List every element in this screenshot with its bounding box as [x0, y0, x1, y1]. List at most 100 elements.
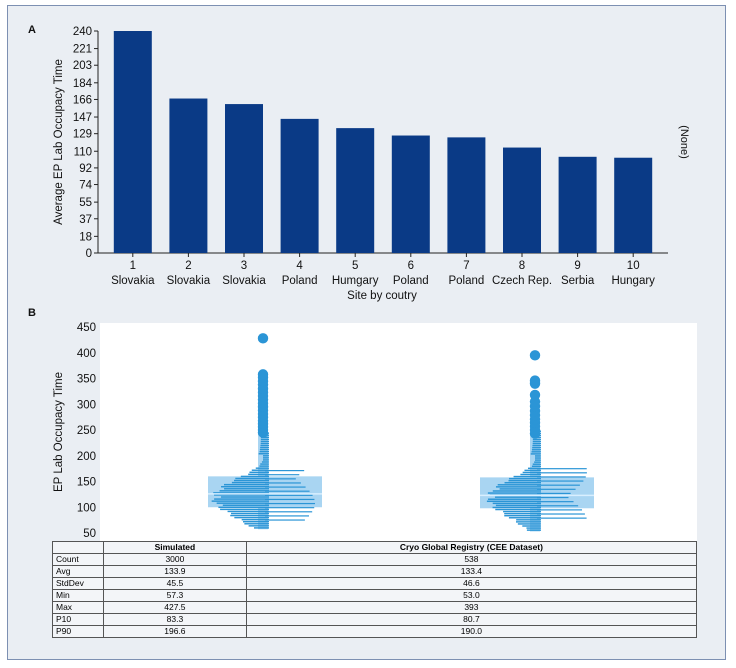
x-country-label-a: Slovakia	[222, 275, 266, 287]
histogram-bar	[235, 477, 269, 480]
stats-label: Max	[52, 601, 104, 614]
histogram-bar	[534, 461, 541, 463]
histogram-bar	[495, 508, 541, 511]
histogram-bar	[495, 486, 541, 488]
outlier-point	[257, 333, 269, 344]
histogram-bar	[260, 463, 269, 465]
outlier-point	[257, 369, 269, 380]
histogram-bar	[530, 453, 541, 455]
x-country-label-a: Serbia	[561, 275, 595, 287]
histogram-bar	[224, 488, 269, 490]
histogram-bar	[494, 496, 541, 498]
y-tick-label-a: 55	[79, 197, 92, 209]
histogram-bar	[532, 440, 541, 443]
histogram-line	[265, 502, 315, 505]
histogram-bar	[260, 444, 269, 447]
histogram-line	[537, 476, 586, 478]
histogram-line	[265, 482, 301, 484]
histogram-line	[265, 507, 315, 509]
histogram-bar	[508, 517, 541, 519]
stats-label: P10	[52, 613, 104, 626]
y-tick-label-b: 300	[77, 399, 96, 411]
histogram-bar	[260, 440, 269, 443]
y-tick-label-a: 110	[74, 146, 92, 158]
histogram-bar	[251, 469, 269, 471]
stats-header-blank	[52, 541, 104, 554]
x-axis-title-a: Site by coutry	[347, 290, 417, 302]
histogram-bar	[263, 455, 269, 457]
stats-value: 393	[245, 601, 698, 614]
histogram-bar	[527, 467, 541, 470]
histogram-bar	[508, 479, 541, 482]
y-axis-title-b: EP Lab Occupacy Time	[53, 372, 65, 492]
bar	[503, 147, 541, 253]
stats-value: 80.7	[245, 613, 698, 626]
y-tick-label-a: 74	[79, 180, 92, 192]
stats-label: Avg	[52, 565, 104, 578]
stats-row-max: Max 427.5 393	[52, 601, 698, 614]
x-country-label-a: Slovakia	[111, 275, 155, 287]
histogram-line	[265, 474, 300, 476]
histogram-line	[537, 480, 584, 482]
panel-a-letter: A	[28, 24, 36, 36]
histogram-line	[537, 488, 576, 490]
histogram-bar	[516, 519, 541, 521]
y-tick-label-a: 240	[73, 26, 92, 38]
histogram-bar	[531, 451, 541, 453]
y-tick-label-a: 203	[73, 60, 92, 72]
y-tick-label-a: 221	[73, 44, 92, 56]
x-tick-label-a: 10	[627, 260, 640, 272]
histogram-bar	[535, 457, 541, 459]
y-tick-label-a: 147	[73, 112, 92, 124]
histogram-bar	[532, 463, 541, 465]
outlier-point	[529, 389, 541, 401]
histogram-bar	[520, 473, 541, 476]
stats-label: StdDev	[52, 577, 104, 590]
histogram-bar	[260, 442, 269, 445]
stats-header-registry: Cryo Global Registry (CEE Dataset)	[245, 541, 698, 554]
bar	[169, 98, 208, 254]
bar	[336, 128, 375, 253]
bar	[614, 157, 653, 253]
histogram-bar	[242, 521, 269, 523]
histogram-bar	[504, 514, 541, 517]
x-country-label-a: Humgary	[332, 275, 379, 287]
stats-value: 53.0	[245, 589, 698, 602]
histogram-bar	[526, 529, 541, 531]
stats-row-count: Count 3000 538	[52, 553, 698, 566]
histogram-line	[265, 494, 313, 496]
histogram-line	[265, 486, 306, 488]
bar	[447, 137, 486, 253]
stats-row-stddev: StdDev 45.5 46.6	[52, 577, 698, 590]
histogram-line	[537, 501, 574, 503]
histogram-bar	[258, 453, 269, 455]
histogram-bar	[535, 459, 541, 461]
histogram-bar	[214, 498, 269, 500]
histogram-line	[265, 470, 305, 472]
histogram-bar	[219, 490, 269, 492]
histogram-bar	[259, 450, 269, 453]
histogram-bar	[230, 514, 269, 517]
y-tick-label-a: 92	[79, 163, 92, 175]
histogram-bar	[260, 438, 269, 441]
stats-value: 3000	[103, 553, 247, 566]
histogram-bar	[532, 446, 541, 449]
histogram-bar	[218, 506, 269, 509]
x-country-label-a: Czech Rep.	[492, 275, 552, 287]
histogram-bar	[259, 448, 269, 451]
histogram-bar	[492, 490, 541, 492]
y-tick-label-b: 250	[77, 425, 96, 437]
stats-value: 83.3	[103, 613, 247, 626]
histogram-line	[265, 478, 296, 480]
histogram-bar	[508, 477, 541, 480]
histogram-line	[537, 496, 569, 499]
x-tick-label-a: 3	[241, 260, 247, 272]
y-tick-label-a: 184	[73, 78, 93, 90]
histogram-bar	[526, 527, 541, 529]
histogram-bar	[221, 485, 269, 488]
y-tick-label-a: 0	[86, 248, 92, 260]
histogram-bar	[253, 527, 269, 529]
stats-table: Simulated Cryo Global Registry (CEE Data…	[52, 541, 698, 638]
